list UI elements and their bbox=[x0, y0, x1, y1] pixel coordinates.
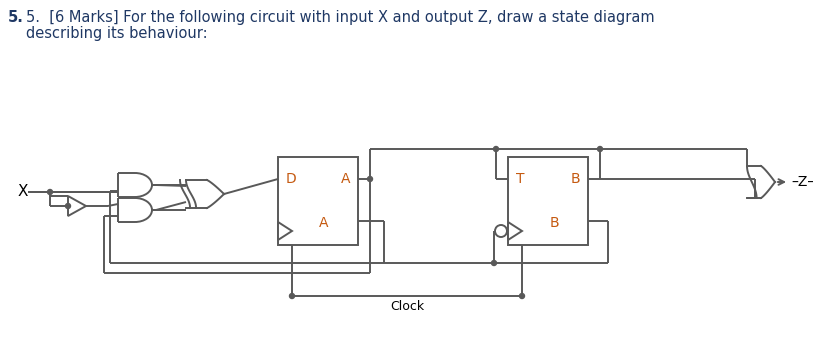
Text: B: B bbox=[571, 172, 580, 186]
Circle shape bbox=[66, 203, 71, 209]
Text: Clock: Clock bbox=[390, 300, 424, 313]
Text: describing its behaviour:: describing its behaviour: bbox=[26, 26, 207, 41]
Circle shape bbox=[493, 146, 498, 152]
Bar bbox=[508, 157, 588, 245]
Text: X: X bbox=[18, 185, 28, 200]
Text: –Z–: –Z– bbox=[791, 175, 813, 189]
Circle shape bbox=[492, 260, 497, 265]
Text: T: T bbox=[516, 172, 524, 186]
Text: A: A bbox=[341, 172, 350, 186]
Text: 5.  [6 Marks] For the following circuit with input X and output Z, draw a state : 5. [6 Marks] For the following circuit w… bbox=[26, 10, 654, 25]
Circle shape bbox=[367, 177, 372, 181]
Circle shape bbox=[289, 294, 294, 298]
Circle shape bbox=[520, 294, 524, 298]
Text: 5.: 5. bbox=[8, 10, 24, 25]
Circle shape bbox=[598, 146, 602, 152]
Circle shape bbox=[47, 189, 53, 194]
Text: A: A bbox=[320, 216, 328, 230]
Polygon shape bbox=[278, 222, 292, 240]
Bar bbox=[278, 157, 358, 245]
Text: D: D bbox=[286, 172, 297, 186]
Polygon shape bbox=[68, 196, 86, 216]
Polygon shape bbox=[508, 222, 522, 240]
Circle shape bbox=[495, 225, 507, 237]
Text: B: B bbox=[550, 216, 559, 230]
